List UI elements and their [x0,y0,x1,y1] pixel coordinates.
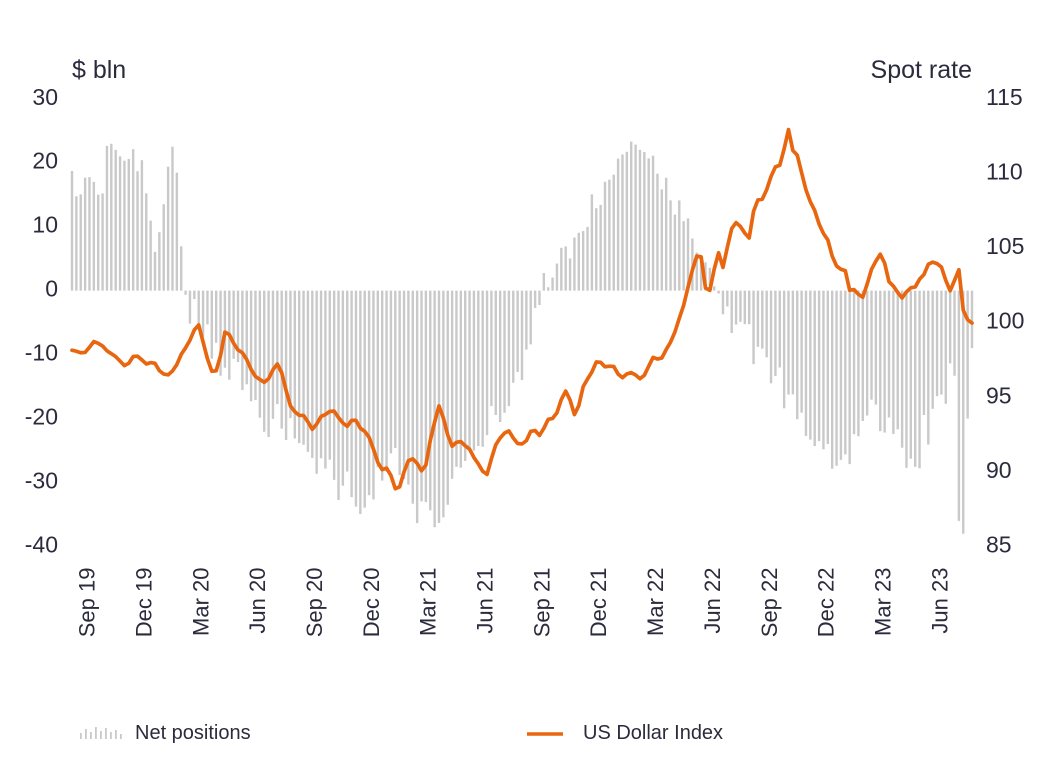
svg-text:10: 10 [32,212,58,238]
svg-text:Dec 20: Dec 20 [359,568,384,638]
svg-text:105: 105 [986,233,1024,259]
svg-text:Dec 21: Dec 21 [586,568,611,638]
svg-text:Sep 22: Sep 22 [757,568,782,638]
svg-text:85: 85 [986,532,1012,558]
svg-text:Mar 23: Mar 23 [870,568,895,636]
svg-text:-10: -10 [25,340,58,366]
svg-text:Jun 20: Jun 20 [245,568,270,634]
svg-text:Mar 22: Mar 22 [643,568,668,636]
svg-text:100: 100 [986,308,1024,334]
svg-text:Dec 22: Dec 22 [814,568,839,638]
svg-text:0: 0 [45,276,58,302]
svg-text:-40: -40 [25,532,58,558]
svg-text:90: 90 [986,457,1012,483]
svg-text:Jun 22: Jun 22 [700,568,725,634]
svg-text:110: 110 [986,158,1023,184]
svg-text:Spot rate: Spot rate [871,56,972,84]
svg-text:Mar 21: Mar 21 [416,568,441,636]
svg-text:30: 30 [32,84,58,110]
svg-text:-30: -30 [25,468,58,494]
svg-text:Dec 19: Dec 19 [131,568,156,638]
svg-text:95: 95 [986,382,1012,408]
svg-text:Jun 23: Jun 23 [927,568,952,634]
svg-text:Sep 20: Sep 20 [302,568,327,638]
svg-text:115: 115 [986,84,1023,110]
svg-text:Sep 21: Sep 21 [529,568,554,638]
svg-text:-20: -20 [25,404,58,430]
svg-text:Jun 21: Jun 21 [473,568,498,634]
svg-text:Sep 19: Sep 19 [75,568,100,638]
svg-text:20: 20 [32,148,58,174]
svg-text:$ bln: $ bln [72,56,126,84]
svg-text:Mar 20: Mar 20 [188,568,213,636]
